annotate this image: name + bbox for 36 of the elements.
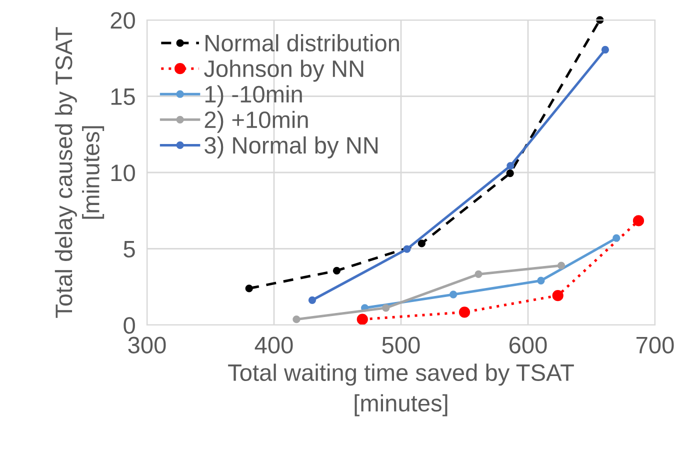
x-tick-label: 300 bbox=[128, 336, 166, 354]
point bbox=[537, 276, 545, 284]
legend-label: 2) +10min bbox=[204, 110, 308, 133]
x-tick-label: 400 bbox=[254, 336, 293, 354]
point bbox=[552, 290, 564, 302]
x-tick-label: 600 bbox=[510, 336, 547, 354]
x-tick-label: 500 bbox=[382, 336, 420, 354]
point bbox=[632, 215, 644, 226]
y-axis-title: Total delay caused by TSAT [minutes] bbox=[54, 27, 104, 318]
point bbox=[308, 296, 316, 304]
point bbox=[557, 262, 566, 270]
y-tick-label: 0 bbox=[124, 317, 135, 334]
legend-label: 3) Normal by NN bbox=[204, 136, 378, 158]
point bbox=[458, 306, 470, 318]
point bbox=[506, 169, 514, 178]
point bbox=[474, 270, 482, 278]
point bbox=[245, 284, 253, 292]
point bbox=[403, 245, 411, 253]
y-tick-label: 15 bbox=[111, 88, 135, 106]
legend-label: Normal distribution bbox=[206, 34, 399, 52]
point bbox=[418, 240, 426, 248]
point bbox=[292, 316, 300, 324]
point bbox=[612, 234, 620, 242]
legend-label: 1) -10min bbox=[205, 85, 302, 108]
x-tick-label: 700 bbox=[636, 336, 674, 354]
legend-label: Johnson by NN bbox=[204, 60, 364, 82]
x-axis-title: Total waiting time saved by TSAT [minutes] bbox=[228, 364, 574, 416]
point bbox=[332, 266, 341, 275]
y-tick-label: 20 bbox=[110, 12, 135, 29]
y-tick-label: 5 bbox=[124, 241, 135, 258]
y-tick-label: 10 bbox=[111, 164, 135, 182]
point bbox=[382, 304, 390, 312]
point bbox=[506, 162, 514, 170]
point bbox=[601, 46, 610, 54]
point bbox=[450, 290, 458, 298]
point bbox=[356, 314, 368, 325]
